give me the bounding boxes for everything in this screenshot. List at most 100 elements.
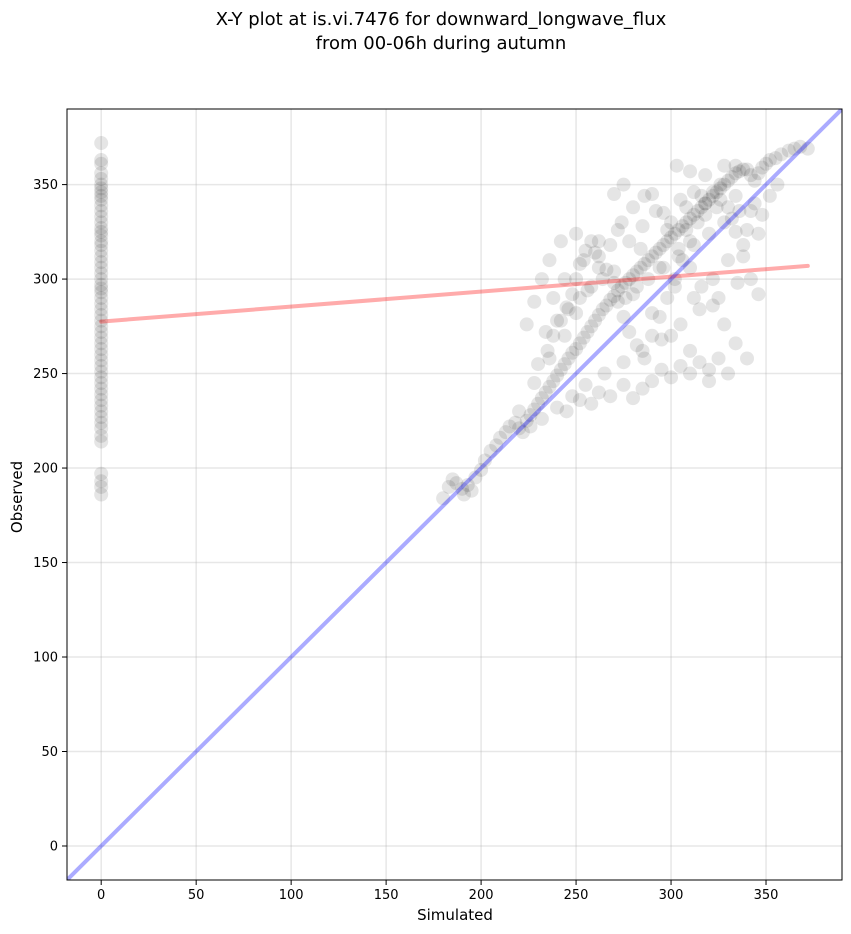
scatter-point [94,487,109,502]
scatter-point [603,238,618,253]
y-tick-label: 50 [41,745,58,760]
scatter-point [664,230,679,245]
scatter-point [546,328,561,343]
scatter-point [800,141,815,156]
scatter-point [654,332,669,347]
scatter-point [519,413,534,428]
scatter-point [436,491,451,506]
scatter-point [629,264,644,279]
y-axis-label: Observed [8,461,26,533]
scatter-point [94,364,109,379]
scatter-point [713,177,728,192]
scatter-point [559,300,574,315]
scatter-point [455,481,470,496]
scatter-point [502,419,517,434]
scatter-point [616,309,631,324]
x-tick-label: 50 [188,888,205,903]
scatter-point [94,359,109,373]
scatter-point [656,205,671,220]
scatter-point [512,421,527,436]
scatter-point [683,234,698,249]
scatter-point [652,309,667,324]
scatter-point [94,188,109,203]
scatter-point [614,279,629,294]
y-tick-label: 0 [50,839,58,854]
scatter-point [637,351,652,366]
scatter-point [94,319,109,334]
scatter-point [94,313,109,328]
scatter-point [599,298,614,313]
one-to-one-line [67,109,842,880]
scatter-point [584,396,599,411]
scatter-point [671,241,686,256]
scatter-point [694,188,709,203]
scatter-point [637,188,652,203]
scatter-point [736,238,751,253]
scatter-point [94,302,109,317]
scatter-point [94,398,109,413]
scatter-point [728,158,743,173]
scatter-point [635,219,650,234]
scatter-point [702,226,717,241]
scatter-point [523,419,538,434]
scatter-point [94,393,109,408]
scatter-point [512,404,527,419]
scatter-point [498,425,513,440]
scatter-point [652,260,667,275]
scatter-point [94,153,109,168]
scatter-point [648,204,663,219]
scatter-point [724,170,739,185]
scatter-point [724,211,739,226]
scatter-point [591,307,606,322]
scatter-point [94,285,109,300]
y-tick-label: 250 [33,367,58,382]
scatter-point [94,415,109,430]
scatter-point [534,272,549,287]
scatter-point [531,357,546,372]
scatter-point [94,428,109,443]
scatter-point [686,238,701,253]
scatter-point [546,290,561,305]
scatter-point [572,336,587,351]
scatter-point [664,215,679,230]
scatter-point [508,415,523,430]
x-tick-label: 150 [374,888,399,903]
scatter-point [645,187,660,202]
scatter-point [565,389,580,404]
scatter-point [527,402,542,417]
scatter-point [635,381,650,396]
scatter-point [787,141,802,156]
scatter-point [94,272,109,287]
scatter-point [94,224,109,239]
plot-frame [66,108,843,881]
scatter-point [717,177,732,192]
scatter-point [740,162,755,177]
scatter-point [94,421,109,436]
scatter-point [578,243,593,258]
scatter-point [557,357,572,372]
scatter-point [683,343,698,358]
scatter-point [618,275,633,290]
scatter-point [489,438,504,453]
scatter-point [576,330,591,345]
scatter-point [690,204,705,219]
scatter-point [561,351,576,366]
scatter-point [770,177,785,192]
scatter-point [523,408,538,423]
scatter-point [578,377,593,392]
scatter-point [94,166,109,181]
scatter-point [607,289,622,304]
scatter-point [747,196,762,211]
scatter-point [591,385,606,400]
scatter-point [94,434,109,449]
scatter-point [445,472,460,487]
scatter-point [675,253,690,268]
scatter-point [546,374,561,389]
scatter-point [456,487,471,502]
scatter-point [702,362,717,377]
scatter-point [94,181,109,196]
scatter-point [705,185,720,200]
scatter-point [527,376,542,391]
scatter-point [671,249,686,264]
